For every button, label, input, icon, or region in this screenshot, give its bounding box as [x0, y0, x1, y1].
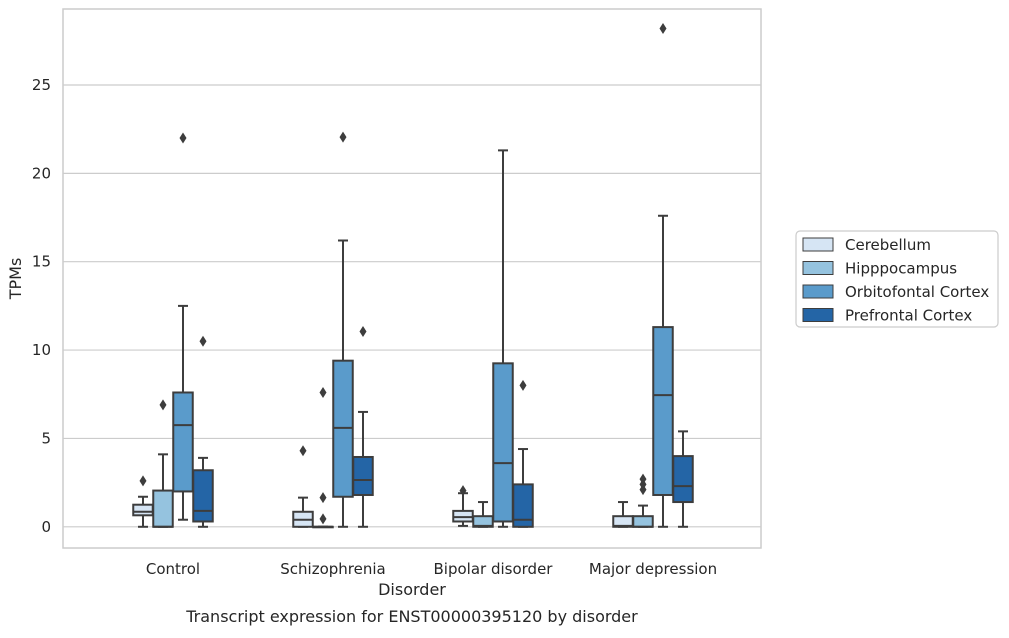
box-iqr — [652, 326, 674, 496]
box-group — [172, 132, 194, 521]
box-iqr — [172, 391, 194, 493]
box-group — [152, 399, 174, 528]
legend-swatch — [802, 261, 834, 275]
legend-entry-label: Orbitofontal Cortex — [845, 283, 989, 301]
plot-frame — [62, 8, 762, 549]
box-group — [452, 485, 474, 527]
series-hipppocampus — [152, 386, 654, 529]
outlier-point — [199, 335, 207, 347]
outlier-point — [139, 475, 147, 487]
box-group — [672, 430, 694, 528]
outlier-point — [319, 492, 327, 504]
outlier-point — [159, 399, 167, 411]
box-group — [492, 149, 514, 528]
legend-entry-label: Cerebellum — [845, 236, 931, 254]
box-iqr — [192, 469, 214, 523]
legend-swatch — [802, 237, 834, 252]
y-tick-label: 20 — [32, 164, 51, 182]
box-iqr — [632, 515, 654, 528]
box-group — [472, 501, 494, 528]
legend: Cerebellum Hipppocampus Orbitofontal Corte… — [795, 230, 999, 328]
box-group — [312, 386, 334, 529]
x-axis-label: Disorder — [378, 580, 446, 599]
box-iqr — [672, 455, 694, 504]
box-group — [652, 22, 674, 528]
box-iqr — [512, 483, 534, 528]
outlier-point — [179, 132, 187, 144]
box-iqr — [352, 455, 374, 496]
outlier-point — [639, 473, 647, 485]
y-tick-labels: 0 5 10 15 20 25 — [32, 76, 51, 536]
box-group — [192, 335, 214, 528]
box-iqr — [152, 489, 174, 528]
y-tick-label: 0 — [41, 518, 51, 536]
outlier-point — [359, 326, 367, 338]
legend-swatch — [802, 308, 834, 322]
outlier-point — [519, 379, 527, 391]
box-group — [612, 501, 634, 528]
box-iqr — [132, 503, 154, 517]
legend-frame — [795, 230, 999, 328]
box-iqr — [492, 362, 514, 523]
chart-caption: Transcript expression for ENST0000039512… — [185, 607, 638, 626]
outlier-point — [319, 386, 327, 398]
legend-entry-label: Hipppocampus — [845, 260, 957, 278]
outlier-point — [659, 22, 667, 34]
x-tick-label: Bipolar disorder — [434, 560, 554, 578]
outlier-point — [339, 131, 347, 143]
outlier-point — [459, 485, 467, 497]
legend-entry-label: Prefrontal Cortex — [845, 307, 972, 325]
y-axis-label: TPMs — [6, 258, 25, 301]
box-group — [132, 475, 154, 528]
box-series — [132, 22, 694, 529]
x-tick-label: Schizophrenia — [280, 560, 385, 578]
box-group — [512, 379, 534, 528]
series-prefrontal-cortex — [192, 326, 694, 528]
x-tick-label: Control — [146, 560, 200, 578]
x-tick-labels: Control Schizophrenia Bipolar disorder Majo… — [146, 560, 717, 578]
box-group — [352, 326, 374, 528]
y-tick-label: 25 — [32, 76, 51, 94]
outlier-point — [319, 513, 327, 525]
series-cerebellum — [132, 445, 634, 528]
series-orbitofontal-cortex — [172, 22, 674, 528]
box-group — [332, 131, 354, 528]
outlier-point — [299, 445, 307, 457]
box-group — [292, 445, 314, 528]
y-tick-label: 15 — [32, 253, 51, 271]
y-tick-label: 5 — [41, 429, 51, 447]
box-group — [632, 473, 654, 528]
y-tick-label: 10 — [32, 341, 51, 359]
x-tick-label: Major depression — [589, 560, 717, 578]
legend-swatch — [802, 284, 834, 299]
